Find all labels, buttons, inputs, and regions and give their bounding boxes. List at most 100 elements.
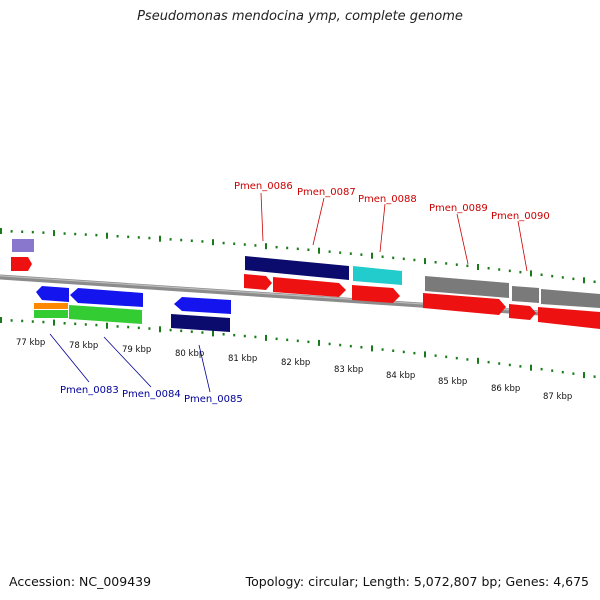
ruler-minor-tick <box>137 236 140 239</box>
ruler-minor-tick <box>63 232 66 235</box>
ruler-minor-tick <box>21 319 24 323</box>
ruler-minor-tick <box>466 264 469 268</box>
leader-lines <box>49 192 528 393</box>
ruler-minor-tick <box>466 358 469 361</box>
ruler-minor-tick <box>455 263 458 266</box>
ruler-major-tick <box>530 364 532 371</box>
ruler-label-87: 87 kbp <box>543 392 572 402</box>
cds-arrow[interactable] <box>11 257 32 271</box>
gene-navy-block[interactable] <box>171 314 230 332</box>
ruler-minor-tick <box>201 331 204 334</box>
ruler-minor-tick <box>508 269 511 273</box>
ruler-minor-tick <box>74 232 77 236</box>
gene-pmen-0090-block[interactable] <box>512 286 539 303</box>
ruler-minor-tick <box>540 273 543 276</box>
ruler-major-tick <box>106 322 108 329</box>
cds-arrow[interactable] <box>509 304 536 320</box>
ruler-minor-tick <box>381 348 384 351</box>
ruler-minor-tick <box>190 239 193 242</box>
accession-label: Accession: NC_009439 <box>9 574 152 589</box>
ruler-minor-tick <box>498 268 501 271</box>
ruler-major-tick <box>106 232 108 239</box>
ruler-major-tick <box>265 243 267 250</box>
ruler-label-83: 83 kbp <box>334 365 363 375</box>
genome-stats-label: Topology: circular; Length: 5,072,807 bp… <box>245 574 589 589</box>
ruler-minor-tick <box>551 274 554 278</box>
ruler-minor-tick <box>84 323 87 326</box>
ruler-major-tick <box>477 264 479 270</box>
ruler-minor-tick <box>243 334 246 338</box>
gene-label-pmen-0086[interactable]: Pmen_0086 <box>234 181 293 192</box>
ruler-label-80: 80 kbp <box>175 349 204 359</box>
gene-pmen-0083-arrow[interactable] <box>36 286 69 302</box>
cds-arrow[interactable] <box>538 307 600 329</box>
ruler-major-tick <box>212 330 214 337</box>
gene-label-pmen-0083[interactable]: Pmen_0083 <box>60 385 119 396</box>
ruler-minor-tick <box>413 351 416 355</box>
ruler-label-82: 82 kbp <box>281 358 310 368</box>
ruler-minor-tick <box>339 343 342 347</box>
ruler-minor-tick <box>593 375 596 378</box>
ruler-major-tick <box>424 351 426 358</box>
ruler-minor-tick <box>561 276 564 279</box>
gene-label-pmen-0084[interactable]: Pmen_0084 <box>122 389 181 400</box>
ruler-major-tick <box>265 334 267 341</box>
gene-green-block[interactable] <box>69 305 142 324</box>
gene-pmen-0084-arrow[interactable] <box>70 288 143 307</box>
gene-lavender-block[interactable] <box>12 239 34 252</box>
lower-ruler-ticks <box>0 317 596 379</box>
ruler-labels: 77 kbp 78 kbp 79 kbp 80 kbp 81 kbp 82 kb… <box>16 338 572 402</box>
ruler-minor-tick <box>392 349 395 352</box>
reverse-features <box>34 286 231 332</box>
ruler-minor-tick <box>95 233 98 237</box>
gene-pmen-0086-block[interactable] <box>245 256 349 280</box>
ruler-minor-tick <box>445 355 448 359</box>
ruler-major-tick <box>159 235 161 242</box>
cds-arrow[interactable] <box>352 285 400 303</box>
ruler-minor-tick <box>233 242 236 245</box>
gene-gray-block[interactable] <box>541 289 600 308</box>
ruler-minor-tick <box>455 356 458 360</box>
gene-label-pmen-0088[interactable]: Pmen_0088 <box>358 194 417 205</box>
ruler-minor-tick <box>551 369 554 372</box>
gene-pmen-0089-block[interactable] <box>425 276 509 298</box>
ruler-minor-tick <box>42 320 45 324</box>
ruler-major-tick <box>212 239 214 246</box>
ruler-minor-tick <box>296 339 299 343</box>
ruler-minor-tick <box>74 322 77 326</box>
ruler-minor-tick <box>519 270 522 274</box>
ruler-minor-tick <box>116 235 119 238</box>
ruler-minor-tick <box>84 233 87 236</box>
ruler-minor-tick <box>519 365 522 368</box>
ruler-minor-tick <box>540 367 543 371</box>
ruler-minor-tick <box>286 338 289 342</box>
gene-pmen-0088-block[interactable] <box>353 266 402 285</box>
gene-orange-block[interactable] <box>34 303 68 309</box>
ruler-minor-tick <box>402 257 405 261</box>
ruler-minor-tick <box>222 241 225 245</box>
cds-arrow[interactable] <box>273 277 346 297</box>
ruler-minor-tick <box>116 325 119 328</box>
ruler-major-tick <box>159 326 161 333</box>
ruler-minor-tick <box>445 262 448 265</box>
gene-label-pmen-0085[interactable]: Pmen_0085 <box>184 394 243 405</box>
gene-label-pmen-0090[interactable]: Pmen_0090 <box>491 211 550 222</box>
gene-green-block[interactable] <box>34 310 68 318</box>
gene-label-pmen-0089[interactable]: Pmen_0089 <box>429 203 488 214</box>
ruler-major-tick <box>0 228 2 234</box>
gene-pmen-0085-arrow[interactable] <box>174 297 231 314</box>
ruler-minor-tick <box>593 280 596 283</box>
ruler-major-tick <box>371 252 373 259</box>
ruler-minor-tick <box>148 327 151 330</box>
ruler-major-tick <box>53 319 55 326</box>
ruler-minor-tick <box>10 319 13 322</box>
ruler-minor-tick <box>487 267 490 270</box>
cds-arrow[interactable] <box>244 274 272 290</box>
ruler-minor-tick <box>487 360 490 364</box>
gene-label-pmen-0087[interactable]: Pmen_0087 <box>297 187 356 198</box>
cds-arrow[interactable] <box>423 293 506 315</box>
ruler-minor-tick <box>508 363 511 367</box>
ruler-minor-tick <box>328 250 331 253</box>
map-title: Pseudomonas mendocina ymp, complete geno… <box>137 9 463 24</box>
